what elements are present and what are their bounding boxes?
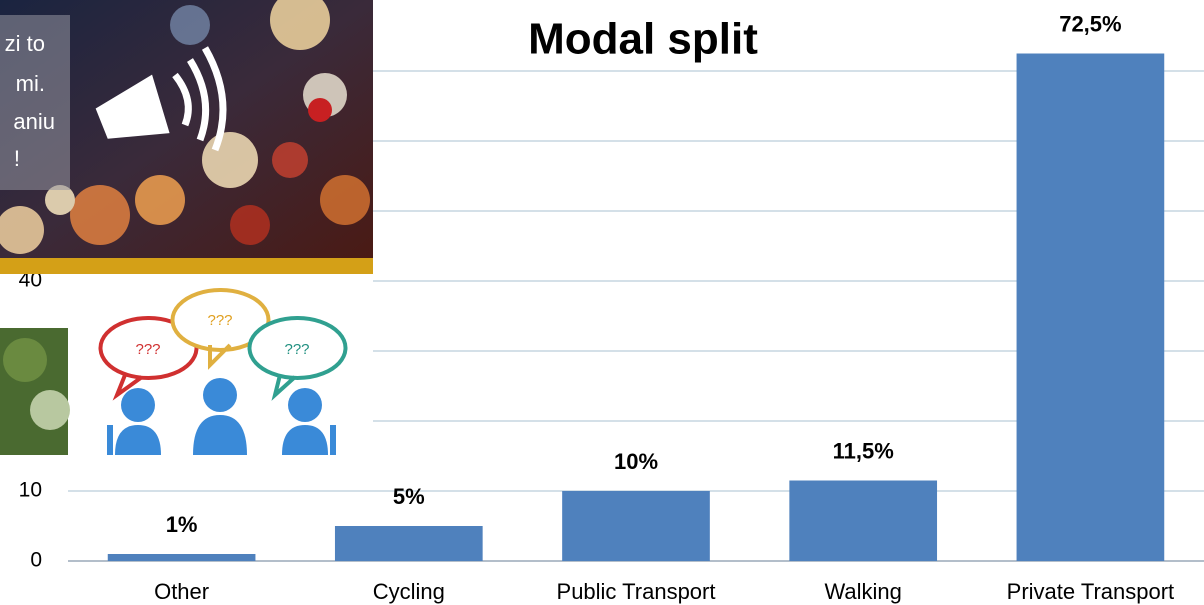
bubble-label: ??? xyxy=(284,341,309,358)
x-tick-label: Private Transport xyxy=(1007,579,1175,604)
x-tick-label: Walking xyxy=(824,579,901,604)
bar xyxy=(108,554,256,561)
photo-text: aniu xyxy=(13,109,55,134)
photo-text: mi. xyxy=(16,71,45,96)
y-tick-label: 10 xyxy=(19,479,42,502)
collage: Modal split 010203040506070Other1%Cyclin… xyxy=(0,0,1204,605)
x-tick-label: Public Transport xyxy=(557,579,716,604)
bar xyxy=(562,491,710,561)
photo-text: zi to xyxy=(5,31,45,56)
photo-text: ! xyxy=(14,146,20,171)
value-label: 1% xyxy=(166,512,198,537)
bubble-label: ??? xyxy=(135,341,160,358)
value-label: 5% xyxy=(393,484,425,509)
bar xyxy=(789,481,937,562)
people-icons xyxy=(107,378,336,455)
bar xyxy=(335,526,483,561)
y-tick-label: 0 xyxy=(30,549,42,572)
value-label: 72,5% xyxy=(1059,11,1121,36)
x-tick-label: Cycling xyxy=(373,579,445,604)
chart-title: Modal split xyxy=(528,15,758,64)
image-overlays: zi to mi. aniu ! ??? ??? ??? xyxy=(0,0,373,455)
bar xyxy=(1017,54,1165,562)
value-label: 10% xyxy=(614,449,658,474)
page: {"chart_data": {"type": "bar", "title": … xyxy=(0,0,1204,605)
value-label: 11,5% xyxy=(833,438,894,463)
bubble-label: ??? xyxy=(207,312,232,329)
gold-strip xyxy=(0,258,373,274)
x-tick-label: Other xyxy=(154,579,209,604)
